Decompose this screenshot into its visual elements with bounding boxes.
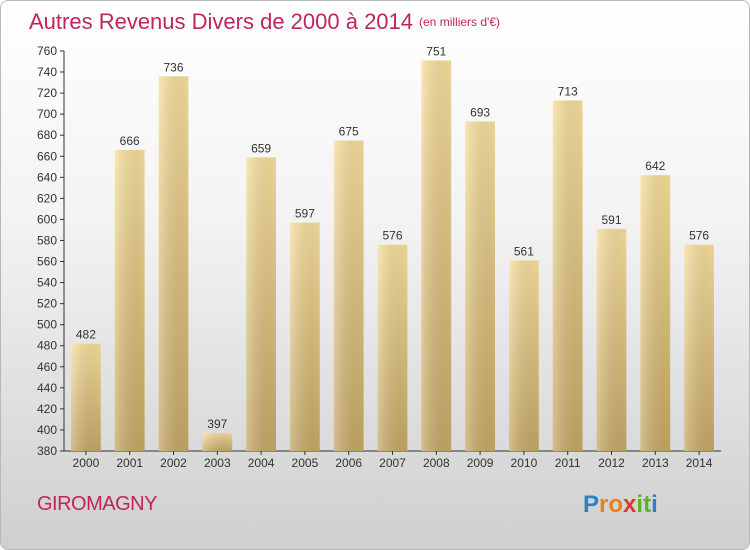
y-tick-label: 580 <box>37 233 57 247</box>
logo-letter: i <box>651 491 658 518</box>
x-tick-label: 2001 <box>116 456 143 470</box>
data-label: 675 <box>339 124 359 138</box>
x-tick-label: 2000 <box>73 456 100 470</box>
data-label: 713 <box>558 84 578 98</box>
y-tick-label: 720 <box>37 86 57 100</box>
bar-shade <box>246 157 276 451</box>
bar-shade <box>596 228 627 451</box>
logo-letter: P <box>583 491 600 518</box>
y-tick-label: 520 <box>37 297 57 311</box>
logo-letter: r <box>599 491 609 518</box>
bar-shade <box>377 244 408 451</box>
data-label: 597 <box>295 207 315 221</box>
proxiti-logo: Proxiti <box>583 491 658 519</box>
y-tick-label: 620 <box>37 191 57 205</box>
x-tick-label: 2006 <box>335 456 362 470</box>
y-tick-label: 480 <box>37 339 57 353</box>
bar-shade <box>421 60 452 451</box>
x-tick-label: 2007 <box>379 456 406 470</box>
y-tick-label: 400 <box>37 423 57 437</box>
data-label: 736 <box>163 60 183 74</box>
y-tick-label: 680 <box>37 128 57 142</box>
y-tick-label: 700 <box>37 107 57 121</box>
x-tick-label: 2002 <box>160 456 187 470</box>
x-tick-label: 2012 <box>598 456 625 470</box>
bar-shade <box>71 343 101 451</box>
y-tick-label: 460 <box>37 360 57 374</box>
x-tick-label: 2009 <box>467 456 494 470</box>
y-tick-label: 500 <box>37 318 57 332</box>
chart-unit: (en milliers d'€) <box>419 15 500 29</box>
bar-shade <box>465 121 495 452</box>
y-tick-label: 560 <box>37 255 57 269</box>
y-tick-label: 420 <box>37 402 57 416</box>
y-tick-label: 660 <box>37 149 57 163</box>
commune-name: GIROMAGNY <box>37 493 157 515</box>
data-label: 576 <box>689 229 709 243</box>
data-label: 397 <box>207 417 227 431</box>
bar-shade <box>684 244 714 451</box>
y-tick-label: 760 <box>37 44 57 58</box>
x-tick-label: 2011 <box>555 456 581 470</box>
bar-shade <box>640 175 671 452</box>
y-tick-label: 640 <box>37 170 57 184</box>
data-label: 576 <box>382 229 402 243</box>
x-tick-label: 2010 <box>511 456 538 470</box>
data-label: 591 <box>601 213 621 227</box>
x-tick-label: 2014 <box>686 456 713 470</box>
bar-shade <box>552 100 583 451</box>
bar-shade <box>158 76 189 452</box>
data-label: 659 <box>251 141 271 155</box>
bar-shade <box>509 260 539 451</box>
data-label: 751 <box>426 44 446 58</box>
logo-letter: x <box>623 491 637 518</box>
bar-shade <box>202 433 233 451</box>
y-tick-label: 740 <box>37 65 57 79</box>
data-label: 666 <box>120 134 140 148</box>
y-tick-label: 380 <box>37 444 57 458</box>
logo-letter: t <box>643 491 652 518</box>
data-label: 642 <box>645 159 665 173</box>
y-tick-label: 440 <box>37 381 57 395</box>
x-tick-label: 2008 <box>423 456 450 470</box>
chart-title: Autres Revenus Divers de 2000 à 2014 (en … <box>29 9 500 35</box>
data-label: 561 <box>514 244 534 258</box>
bar-shade <box>114 149 145 451</box>
x-tick-label: 2013 <box>642 456 669 470</box>
x-tick-label: 2003 <box>204 456 231 470</box>
logo-letter: i <box>636 491 644 518</box>
x-tick-label: 2005 <box>292 456 319 470</box>
x-tick-label: 2004 <box>248 456 275 470</box>
y-tick-label: 540 <box>37 276 57 290</box>
bar-shade <box>290 222 320 451</box>
y-tick-label: 600 <box>37 212 57 226</box>
bar-shade <box>333 140 364 451</box>
logo-letter: o <box>608 491 624 518</box>
data-label: 693 <box>470 106 490 120</box>
chart-title-text: Autres Revenus Divers de 2000 à 2014 <box>29 9 414 34</box>
data-label: 482 <box>76 328 96 342</box>
